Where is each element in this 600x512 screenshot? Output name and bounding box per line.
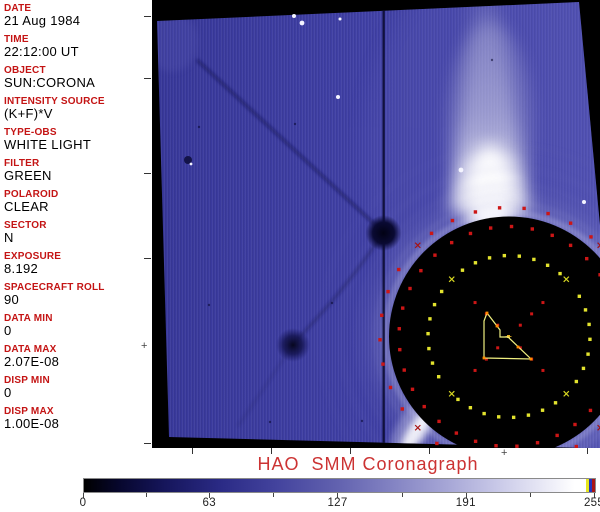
frame-tick — [429, 448, 430, 454]
frame-tick — [144, 173, 151, 174]
metadata-field: DATA MAX 2.07E-08 — [4, 344, 152, 369]
metadata-field: TIME 22:12:00 UT — [4, 34, 152, 59]
colorbar-tick — [337, 493, 339, 498]
field-value: 21 Aug 1984 — [4, 13, 81, 28]
occulter-outline — [482, 311, 533, 361]
frame-tick — [587, 448, 588, 454]
metadata-field: OBJECT SUN:CORONA — [4, 65, 152, 90]
field-value: N — [4, 230, 14, 245]
colorbar-tick-label: 191 — [455, 497, 476, 509]
metadata-field: TYPE-OBS WHITE LIGHT — [4, 127, 152, 152]
field-value: 22:12:00 UT — [4, 44, 79, 59]
field-label: INTENSITY SOURCE — [4, 96, 105, 107]
star-specks — [189, 14, 586, 204]
field-value: SUN:CORONA — [4, 75, 96, 90]
frame-tick — [144, 258, 151, 259]
coronagraph-image — [152, 0, 600, 448]
field-label: TIME — [4, 34, 29, 45]
metadata-field: EXPOSURE 8.192 — [4, 251, 152, 276]
colorbar-annotation-stripe — [589, 479, 592, 492]
field-value: GREEN — [4, 168, 52, 183]
colorbar-annotation-stripe — [586, 479, 589, 492]
colorbar-tick-label: 0 — [79, 497, 87, 509]
colorbar-minor-tick — [401, 493, 403, 497]
frame-tick — [144, 78, 151, 79]
field-label: DISP MAX — [4, 406, 54, 417]
dust-blob — [276, 328, 310, 362]
metadata-field: SECTOR N — [4, 220, 152, 245]
field-label: DATE — [4, 3, 32, 14]
colorbar-tick-label: 127 — [327, 497, 348, 509]
field-value: 90 — [4, 292, 20, 307]
field-value: 2.07E-08 — [4, 354, 60, 369]
frame-tick — [144, 16, 151, 17]
metadata-field: SPACECRAFT ROLL 90 — [4, 282, 152, 307]
diffraction-rings — [317, 144, 600, 448]
field-value: (K+F)*V — [4, 106, 53, 121]
frame-tick — [271, 448, 272, 454]
field-value: CLEAR — [4, 199, 49, 214]
field-value: WHITE LIGHT — [4, 137, 92, 152]
field-value: 0 — [4, 385, 12, 400]
image-title: HAO SMM Coronagraph — [257, 454, 479, 474]
field-value: 1.00E-08 — [4, 416, 60, 431]
occulting-disk — [389, 216, 600, 448]
field-label: FILTER — [4, 158, 40, 169]
colorbar-tick — [83, 493, 84, 498]
frame-tick — [350, 448, 351, 454]
field-label: OBJECT — [4, 65, 46, 76]
field-value: 8.192 — [4, 261, 39, 276]
colorbar-tick-label: 63 — [202, 497, 216, 509]
field-label: SPACECRAFT ROLL — [4, 282, 105, 293]
colorbar-tick — [209, 493, 211, 498]
field-label: DISP MIN — [4, 375, 50, 386]
colorbar-annotation-stripe — [591, 479, 595, 492]
corner-noise — [157, 12, 198, 72]
small-dark-spot — [184, 156, 192, 164]
image-panel — [152, 0, 600, 448]
sun-center-fiducial: + — [501, 447, 508, 459]
field-label: EXPOSURE — [4, 251, 62, 262]
colorbar-tick — [594, 493, 595, 498]
metadata-field: POLAROID CLEAR — [4, 189, 152, 214]
metadata-field: INTENSITY SOURCE (K+F)*V — [4, 96, 152, 121]
sun-center-fiducial: + — [141, 340, 148, 352]
marker-dots — [378, 206, 600, 448]
colorbar-minor-tick — [529, 493, 531, 497]
frame-tick — [144, 443, 151, 444]
pylon-ball — [365, 215, 402, 251]
field-value: 0 — [4, 323, 12, 338]
metadata-field: DISP MAX 1.00E-08 — [4, 406, 152, 431]
metadata-field: DATA MIN 0 — [4, 313, 152, 338]
frame-tick — [192, 448, 193, 454]
colorbar-minor-tick — [146, 493, 148, 497]
colorbar-tick-label: 255 — [583, 497, 600, 509]
field-label: TYPE-OBS — [4, 127, 57, 138]
metadata-field: DISP MIN 0 — [4, 375, 152, 400]
field-label: SECTOR — [4, 220, 47, 231]
metadata-field: DATE 21 Aug 1984 — [4, 3, 152, 28]
field-label: DATA MIN — [4, 313, 53, 324]
field-label: POLAROID — [4, 189, 59, 200]
metadata-sidebar: DATE 21 Aug 1984 TIME 22:12:00 UT OBJECT SUN:… — [0, 0, 152, 447]
metadata-field: FILTER GREEN — [4, 158, 152, 183]
colorbar-tick — [465, 493, 467, 498]
diagonal-streak — [196, 59, 384, 233]
field-label: DATA MAX — [4, 344, 57, 355]
colorbar-minor-tick — [273, 493, 275, 497]
colorbar — [83, 478, 596, 493]
